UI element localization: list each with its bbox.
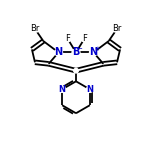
- Ellipse shape: [65, 36, 71, 42]
- Text: N: N: [54, 47, 63, 57]
- Text: F: F: [82, 34, 87, 43]
- Text: Br: Br: [112, 24, 122, 33]
- Text: Br: Br: [30, 24, 40, 33]
- Ellipse shape: [86, 86, 93, 92]
- Ellipse shape: [90, 49, 97, 56]
- Text: −: −: [76, 46, 82, 52]
- Text: B: B: [72, 47, 80, 57]
- Ellipse shape: [59, 86, 66, 92]
- Text: +: +: [94, 46, 100, 52]
- Ellipse shape: [112, 26, 122, 32]
- Text: N: N: [86, 85, 93, 94]
- Ellipse shape: [55, 49, 62, 56]
- Ellipse shape: [81, 36, 87, 42]
- Ellipse shape: [72, 49, 80, 56]
- Text: N: N: [89, 47, 98, 57]
- Ellipse shape: [74, 68, 78, 73]
- Ellipse shape: [30, 26, 40, 32]
- Text: F: F: [65, 34, 70, 43]
- Text: N: N: [59, 85, 66, 94]
